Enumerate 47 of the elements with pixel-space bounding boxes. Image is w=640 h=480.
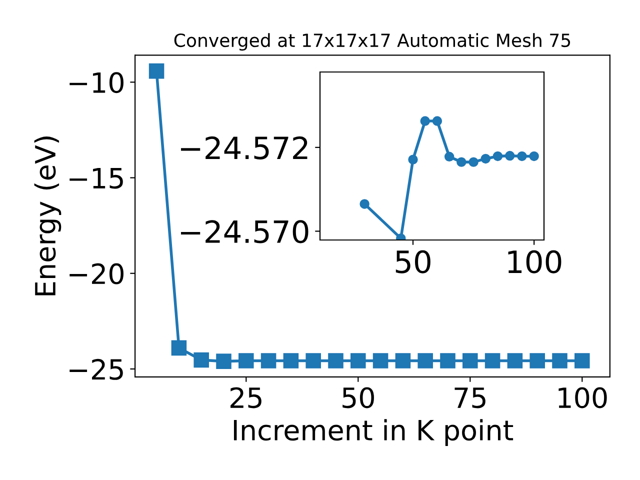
x-axis-title: Increment in K point: [234, 419, 514, 446]
point: [574, 353, 590, 368]
y-tick-label: −24.572: [180, 136, 308, 160]
y-tick-label: −24.570: [180, 220, 308, 244]
point: [171, 340, 187, 356]
y-tick-label: −25: [70, 358, 123, 380]
point: [148, 63, 164, 79]
point: [408, 154, 418, 164]
point: [260, 353, 276, 368]
point: [328, 353, 344, 368]
point: [492, 151, 503, 162]
point: [462, 353, 478, 368]
chart-title: Converged at 17x17x17 Automatic Mesh 75: [174, 33, 570, 51]
point: [420, 116, 430, 126]
point: [194, 352, 209, 368]
point: [444, 152, 454, 162]
point: [484, 353, 500, 368]
point: [432, 116, 442, 126]
point: [468, 157, 478, 167]
point: [529, 151, 539, 162]
point: [480, 154, 490, 164]
point: [552, 353, 568, 368]
point: [440, 353, 456, 368]
point: [504, 150, 515, 161]
point: [418, 353, 433, 368]
x-tick-label: 100: [558, 387, 607, 408]
x-tick-label: 100: [508, 250, 562, 274]
x-tick-label: 50: [396, 250, 430, 274]
point: [372, 353, 388, 368]
y-tick-label: −10: [70, 72, 124, 94]
point: [530, 353, 545, 368]
point: [517, 151, 527, 162]
x-tick-label: 50: [342, 387, 374, 408]
point: [306, 353, 321, 368]
point: [238, 353, 254, 368]
point: [360, 199, 370, 209]
point: [283, 353, 299, 368]
x-tick-label: 25: [230, 387, 262, 408]
point: [456, 157, 466, 167]
y-tick-label: −15: [70, 168, 123, 189]
y-tick-label: −20: [70, 263, 124, 284]
point: [395, 353, 411, 368]
y-axis-title: Energy (eV): [34, 136, 62, 296]
point: [350, 353, 366, 368]
x-tick-label: 75: [454, 388, 486, 408]
point: [216, 354, 232, 369]
point: [507, 353, 523, 368]
